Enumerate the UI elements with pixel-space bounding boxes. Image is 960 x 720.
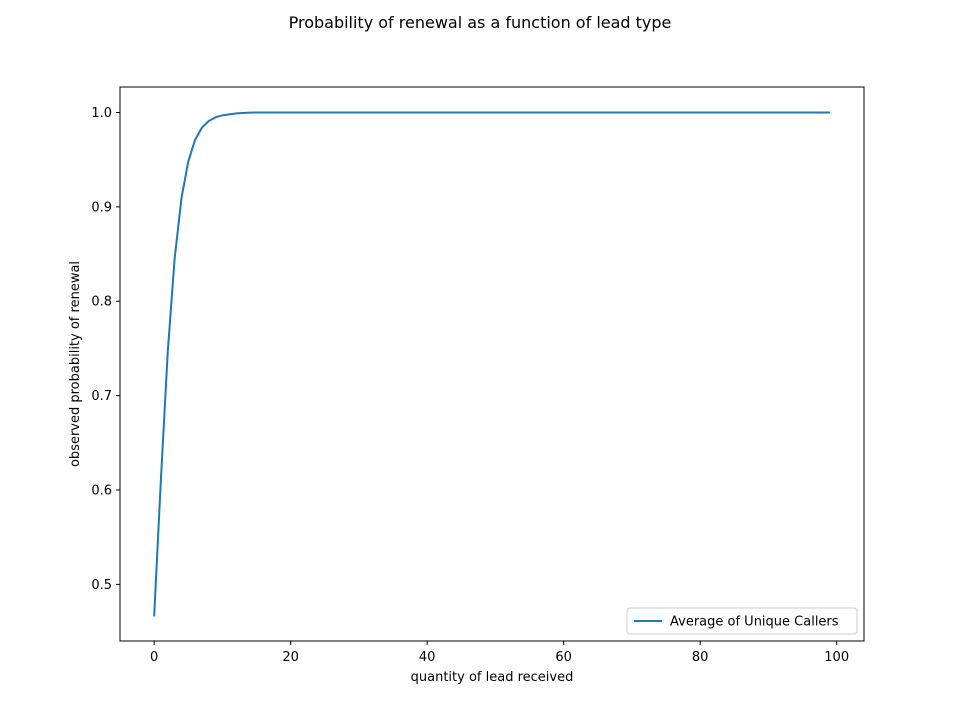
- x-axis-ticks: 0 20 40 60 80 100: [150, 641, 849, 665]
- x-tick-label: 20: [282, 650, 299, 665]
- x-tick-label: 40: [419, 650, 436, 665]
- x-axis-label: quantity of lead received: [411, 670, 574, 685]
- legend: Average of Unique Callers: [626, 607, 858, 635]
- x-tick-label: 80: [692, 650, 709, 665]
- y-tick-label: 0.9: [91, 200, 112, 215]
- legend-entry-label: Average of Unique Callers: [670, 615, 839, 630]
- y-tick-label: 1.0: [91, 106, 112, 121]
- y-tick-label: 0.7: [91, 389, 112, 404]
- x-tick-label: 0: [150, 650, 158, 665]
- x-tick-label: 100: [824, 650, 849, 665]
- y-tick-label: 0.5: [91, 578, 112, 593]
- x-tick-label: 60: [555, 650, 572, 665]
- y-tick-label: 0.8: [91, 295, 112, 310]
- series-layer: [153, 111, 830, 617]
- series-line: [153, 111, 830, 617]
- plot-area: 0 20 40 60 80 100 0.5 0.6 0.7 0.8 0.9 1.0: [91, 86, 865, 665]
- legend-box: [626, 607, 858, 635]
- y-axis-label: observed probability of renewal: [68, 261, 83, 467]
- axes-frame: [119, 86, 865, 642]
- chart-title: Probability of renewal as a function of …: [289, 13, 672, 32]
- y-axis-ticks: 0.5 0.6 0.7 0.8 0.9 1.0: [91, 106, 120, 593]
- y-tick-label: 0.6: [91, 483, 112, 498]
